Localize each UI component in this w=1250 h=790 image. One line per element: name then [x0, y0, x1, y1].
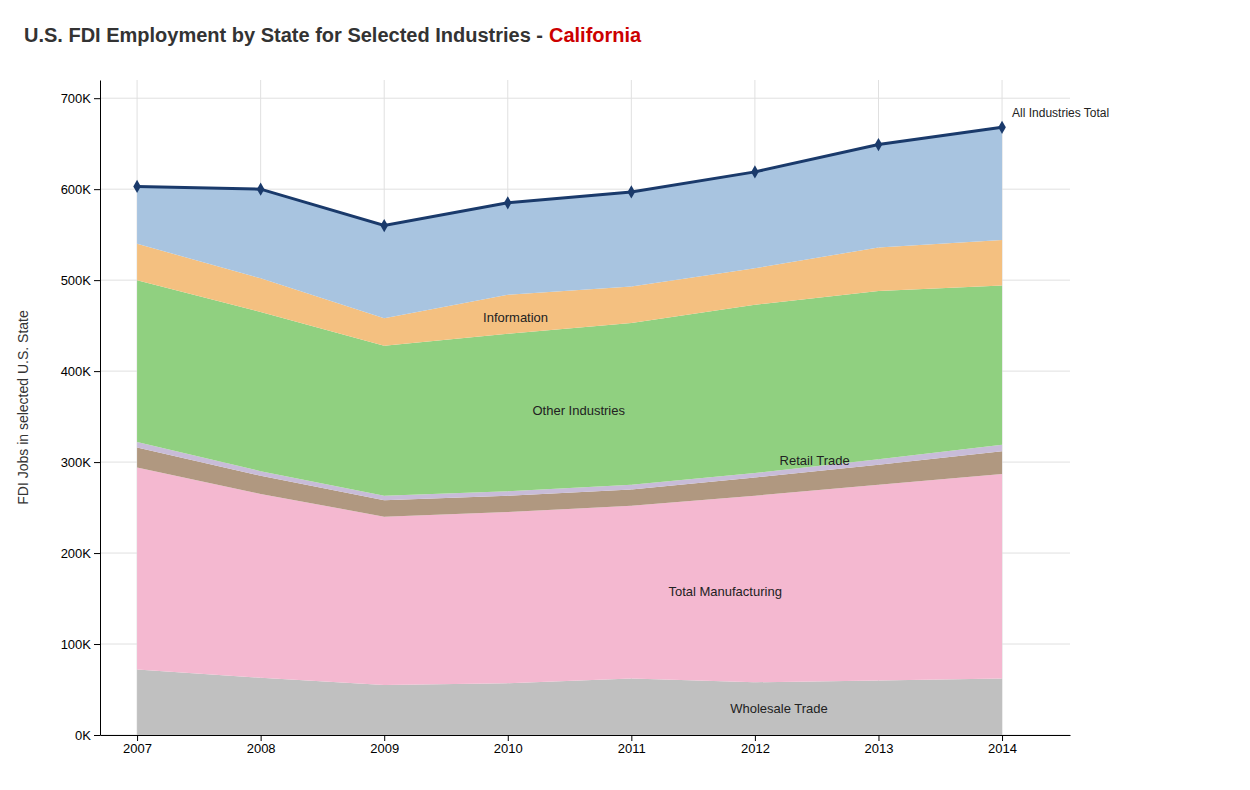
area-label: Retail Trade: [780, 453, 850, 468]
y-tick: 0K: [75, 728, 100, 743]
x-tick-label: 2012: [741, 741, 770, 756]
x-tick: 2013: [865, 735, 894, 756]
x-tick-label: 2009: [370, 741, 399, 756]
y-tick-label: 200K: [61, 546, 92, 561]
y-tick-mark: [94, 735, 100, 736]
marker: [504, 196, 512, 209]
x-tick-label: 2014: [988, 741, 1017, 756]
y-axis-line: [100, 81, 101, 736]
x-tick-mark: [384, 735, 385, 741]
x-tick-mark: [508, 735, 509, 741]
line-label: All Industries Total: [1012, 106, 1109, 120]
area: [137, 127, 1002, 318]
x-tick-mark: [878, 735, 879, 741]
x-tick-mark: [137, 735, 138, 741]
x-tick-label: 2011: [618, 741, 646, 756]
y-tick-label: 400K: [61, 364, 92, 379]
marks: [133, 121, 1006, 735]
x-axis: 2007 2008 2009 2010 2011 2012 2013 2014: [101, 735, 1071, 756]
y-tick-label: 0K: [75, 728, 91, 743]
marker: [133, 180, 141, 193]
y-tick-label: 100K: [61, 637, 92, 652]
y-tick: 600K: [61, 182, 100, 197]
x-tick: 2007: [123, 735, 152, 756]
y-tick: 100K: [61, 637, 100, 652]
grid: [100, 80, 1070, 735]
y-tick-mark: [94, 553, 100, 554]
area-label: Information: [483, 310, 548, 325]
area-label: Wholesale Trade: [730, 701, 828, 716]
y-tick-label: 500K: [61, 273, 92, 288]
x-tick: 2010: [494, 735, 523, 756]
y-tick: 400K: [61, 364, 100, 379]
x-tick-mark: [1002, 735, 1003, 741]
area-labels: Wholesale Trade Total Manufacturing Retail…: [483, 310, 850, 715]
chart: U.S. FDI Employment by State for Selecte…: [0, 0, 1250, 790]
marker: [380, 219, 388, 232]
marker: [875, 138, 883, 151]
y-tick: 200K: [61, 546, 100, 561]
area-label: Other Industries: [532, 403, 625, 418]
x-tick-label: 2010: [494, 741, 523, 756]
subtitle: California: [549, 24, 642, 46]
area-label: Total Manufacturing: [668, 584, 781, 599]
y-tick-mark: [94, 280, 100, 281]
y-tick-mark: [94, 462, 100, 463]
x-axis-line: [101, 735, 1071, 736]
y-tick: 500K: [61, 273, 100, 288]
x-tick: 2012: [741, 735, 770, 756]
y-tick-label: 600K: [61, 182, 92, 197]
y-tick: 700K: [61, 91, 100, 106]
plot: 2007 2008 2009 2010 2011 2012 2013 2014 0K 100K 20…: [61, 80, 1110, 756]
y-tick-mark: [94, 371, 100, 372]
x-tick: 2014: [988, 735, 1017, 756]
x-tick: 2008: [247, 735, 276, 756]
x-tick-label: 2007: [123, 741, 152, 756]
y-tick-mark: [94, 98, 100, 99]
y-tick-mark: [94, 189, 100, 190]
y-axis: 0K 100K 200K 300K 400K 500K 600K 700K: [61, 81, 101, 743]
y-tick-label: 700K: [61, 91, 92, 106]
marker: [628, 185, 636, 198]
y-axis-title: FDI Jobs in selected U.S. State: [15, 310, 31, 505]
x-tick-mark: [755, 735, 756, 741]
x-tick: 2009: [370, 735, 399, 756]
line: [137, 127, 1002, 225]
x-tick-label: 2008: [247, 741, 276, 756]
y-tick-mark: [94, 644, 100, 645]
x-tick-label: 2013: [865, 741, 894, 756]
x-tick-mark: [631, 735, 632, 741]
grid-line-y: [100, 98, 1070, 99]
y-tick: 300K: [61, 455, 100, 470]
marker: [257, 183, 265, 196]
marker: [751, 165, 759, 178]
marker: [998, 121, 1006, 134]
x-tick: 2011: [618, 735, 646, 756]
x-tick-mark: [261, 735, 262, 741]
y-tick-label: 300K: [61, 455, 92, 470]
title: U.S. FDI Employment by State for Selecte…: [24, 24, 642, 46]
title-text: U.S. FDI Employment by State for Selecte…: [24, 24, 543, 46]
